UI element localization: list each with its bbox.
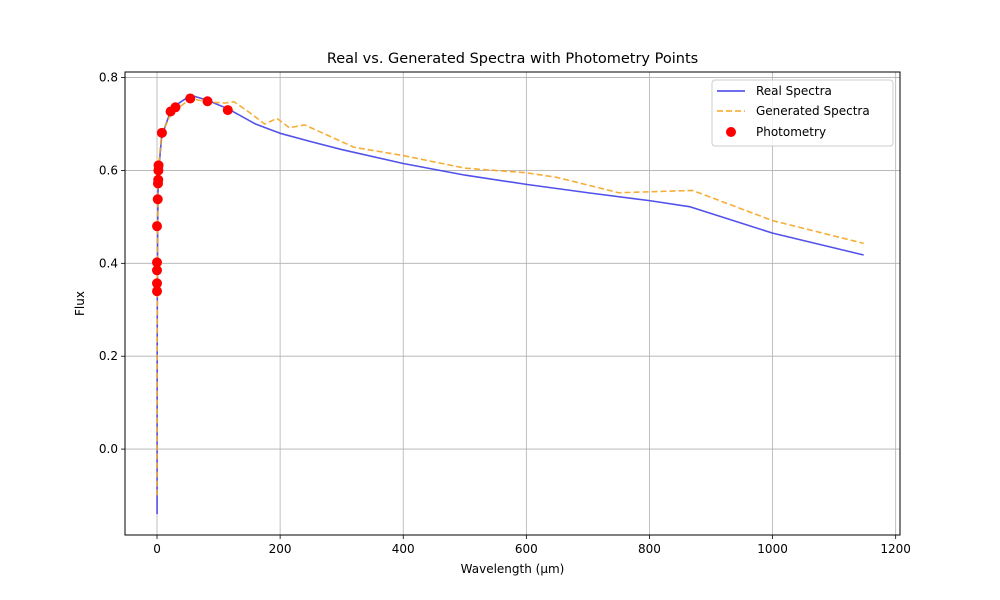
chart-title: Real vs. Generated Spectra with Photomet… (327, 51, 698, 67)
photometry-point (153, 160, 164, 171)
x-tick-label: 800 (638, 542, 661, 556)
axis-ticks: 0 200 400 600 800 1000 1200 0.0 0.2 0.4 0.6 0.8 (99, 71, 911, 556)
legend: Real Spectra Generated Spectra Photometr… (711, 79, 894, 147)
legend-photometry-label: Photometry (756, 125, 826, 139)
photometry-points (152, 93, 233, 297)
y-tick-label: 0.4 (99, 256, 118, 270)
photometry-point (152, 278, 163, 289)
y-tick-label: 0.6 (99, 163, 118, 177)
photometry-point (156, 127, 167, 138)
photometry-point (152, 194, 163, 205)
photometry-point (152, 265, 163, 276)
x-tick-label: 1000 (757, 542, 788, 556)
y-tick-label: 0.2 (99, 349, 118, 363)
legend-photometry-swatch (726, 127, 736, 137)
plot-frame (124, 71, 901, 536)
x-tick-label: 200 (269, 542, 292, 556)
y-tick-label: 0.0 (99, 442, 118, 456)
generated-spectra-line (156, 97, 864, 496)
legend-real-spectra-label: Real Spectra (756, 84, 832, 98)
photometry-point (152, 221, 163, 232)
x-tick-label: 400 (392, 542, 415, 556)
photometry-point (202, 96, 213, 107)
photometry-point (153, 174, 164, 185)
x-tick-label: 600 (515, 542, 538, 556)
photometry-point (152, 286, 163, 297)
photometry-point (152, 257, 163, 268)
x-tick-label: 0 (153, 542, 161, 556)
grid-lines (125, 72, 900, 535)
legend-generated-spectra-label: Generated Spectra (756, 104, 870, 118)
photometry-point (185, 93, 196, 104)
x-tick-label: 1200 (880, 542, 911, 556)
legend-box (711, 79, 894, 147)
x-axis-title: Wavelength (µm) (461, 562, 565, 576)
y-axis-title: Flux (73, 291, 87, 316)
photometry-point (222, 105, 233, 116)
y-tick-label: 0.8 (99, 71, 118, 85)
photometry-point (170, 102, 181, 113)
